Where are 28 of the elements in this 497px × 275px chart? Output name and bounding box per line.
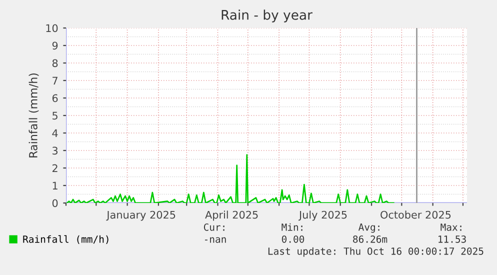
- text: Max:: [440, 224, 462, 231]
- x-tick-label: July 2025: [298, 210, 347, 221]
- line-series: [66, 154, 394, 203]
- y-tick-label: 0: [52, 199, 58, 208]
- x-tick-label: October 2025: [380, 210, 451, 219]
- y-tick-label: 1: [52, 182, 58, 190]
- y-tick-label: 9: [52, 42, 58, 50]
- x-tick-label: January 2025: [106, 210, 176, 221]
- y-tick-label: 4: [52, 129, 58, 137]
- y-tick-label: 8: [52, 59, 58, 68]
- text: 11.53: [438, 235, 466, 243]
- y-tick-label: 7: [52, 76, 58, 84]
- text: Last update: Thu Oct 16 00:00:17 2025: [268, 247, 484, 257]
- text: -nan: [204, 237, 226, 243]
- text: Avg:: [358, 224, 380, 233]
- y-tick-label: 3: [52, 146, 58, 155]
- legend-label: Rainfall (mm/h): [23, 235, 108, 244]
- y-axis-title: Rainfall (mm/h): [28, 73, 39, 158]
- y-tick-label: 2: [52, 164, 58, 172]
- y-tick-label: 6: [52, 94, 58, 102]
- text: 0.00: [282, 235, 304, 243]
- y-tick-label: 10: [46, 24, 58, 32]
- text: Cur:: [204, 223, 224, 231]
- text: Min:: [282, 223, 302, 231]
- x-tick-label: April 2025: [205, 210, 258, 221]
- text: 86.26m: [353, 235, 388, 243]
- y-tick-label: 5: [52, 112, 58, 120]
- chart-title: Rain - by year: [222, 10, 312, 22]
